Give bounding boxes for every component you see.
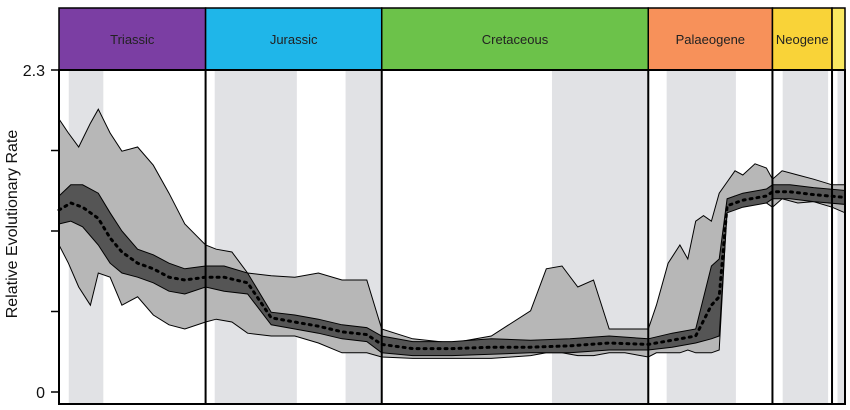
period-label: Jurassic bbox=[270, 32, 318, 47]
y-tick-label: 0 bbox=[36, 385, 45, 402]
period-band bbox=[58, 7, 207, 71]
y-axis-label: Relative Evolutionary Rate bbox=[4, 130, 21, 319]
period-band bbox=[831, 7, 846, 71]
period-label: Triassic bbox=[110, 32, 155, 47]
plot-frame bbox=[58, 69, 846, 405]
plot-area bbox=[57, 70, 847, 404]
stage-shading bbox=[214, 70, 297, 404]
period-boundaries bbox=[204, 70, 834, 404]
period-band bbox=[380, 7, 650, 71]
period-band bbox=[204, 7, 383, 71]
period-label: Cretaceous bbox=[482, 32, 549, 47]
y-axis: 2.30 bbox=[23, 63, 59, 402]
stage-shading bbox=[837, 70, 845, 404]
period-label: Palaeogene bbox=[676, 32, 745, 47]
y-tick-label: 2.3 bbox=[23, 63, 45, 80]
period-bands: Triassic Jurassic Cretaceous Palaeogene Neog… bbox=[58, 7, 846, 71]
period-label: Neogene bbox=[776, 32, 829, 47]
stage-shading bbox=[782, 70, 829, 404]
